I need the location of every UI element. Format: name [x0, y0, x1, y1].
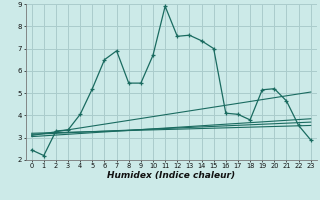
X-axis label: Humidex (Indice chaleur): Humidex (Indice chaleur) [107, 171, 235, 180]
